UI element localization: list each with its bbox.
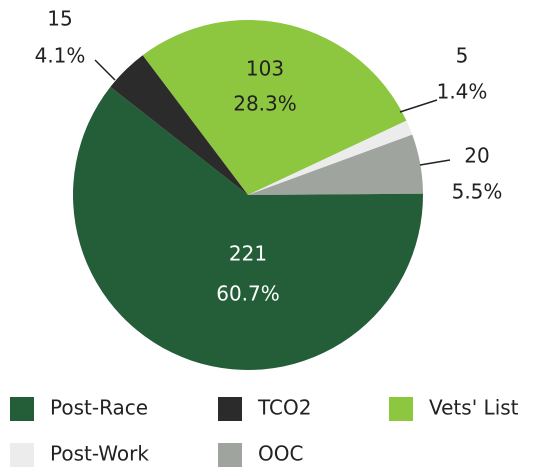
pie-slice	[248, 120, 413, 195]
percent-label: 28.3%	[233, 92, 297, 116]
value-label: 5	[456, 44, 469, 68]
legend-label: Vets' List	[429, 396, 519, 420]
legend-swatch	[218, 397, 242, 421]
legend-label: Post-Race	[50, 396, 148, 420]
legend-swatch	[389, 397, 413, 421]
leader-line	[419, 159, 451, 166]
legend-label: Post-Work	[50, 442, 149, 466]
pie-slice	[110, 55, 248, 195]
leader-line	[399, 99, 438, 113]
percent-label: 60.7%	[216, 282, 280, 306]
percent-label: 5.5%	[452, 180, 503, 204]
percent-label: 4.1%	[35, 44, 86, 68]
legend-label: OOC	[258, 442, 303, 466]
value-label: 15	[47, 7, 72, 31]
legend-swatch	[10, 397, 34, 421]
pie-slice	[73, 86, 424, 371]
pie-slice	[142, 20, 407, 195]
leader-line	[94, 59, 116, 81]
percent-label: 1.4%	[437, 80, 488, 104]
value-label: 221	[229, 242, 267, 266]
value-label: 103	[246, 57, 284, 81]
legend-swatch	[218, 443, 242, 467]
value-label: 20	[464, 144, 489, 168]
legend-swatch	[10, 443, 34, 467]
pie-slice	[248, 134, 423, 195]
legend-label: TCO2	[257, 396, 311, 420]
